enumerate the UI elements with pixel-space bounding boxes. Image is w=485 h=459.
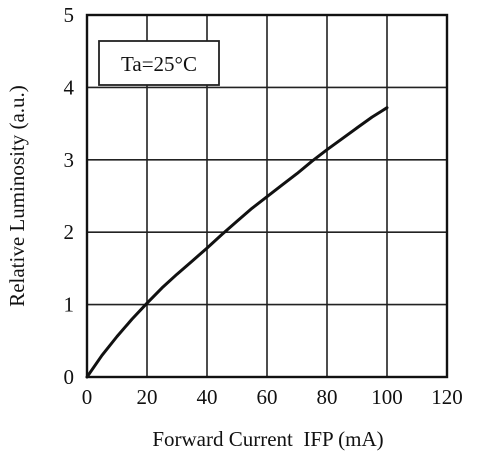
x-tick-label-80: 80	[317, 385, 338, 409]
x-tick-label-60: 60	[257, 385, 278, 409]
annotation-text: Ta=25°C	[121, 52, 197, 76]
y-tick-label-3: 3	[64, 148, 75, 172]
x-tick-labels: 0 20 40 60 80 100 120	[82, 385, 463, 409]
y-tick-label-1: 1	[64, 293, 75, 317]
x-tick-label-100: 100	[371, 385, 403, 409]
x-axis-label: Forward Current IFP (mA)	[152, 427, 383, 451]
y-tick-label-5: 5	[64, 3, 75, 27]
y-tick-label-4: 4	[64, 75, 75, 99]
y-tick-label-2: 2	[64, 220, 75, 244]
series-layer	[85, 106, 389, 379]
y-tick-label-0: 0	[64, 365, 75, 389]
x-tick-label-40: 40	[197, 385, 218, 409]
x-tick-label-0: 0	[82, 385, 93, 409]
plot-frame	[85, 13, 449, 379]
x-tick-label-20: 20	[137, 385, 158, 409]
y-tick-labels: 0 1 2 3 4 5	[64, 3, 75, 389]
annotation-box: Ta=25°C	[98, 40, 220, 86]
series-line-0	[85, 106, 389, 379]
x-tick-label-120: 120	[431, 385, 463, 409]
y-axis-label: Relative Luminosity (a.u.)	[5, 85, 29, 307]
